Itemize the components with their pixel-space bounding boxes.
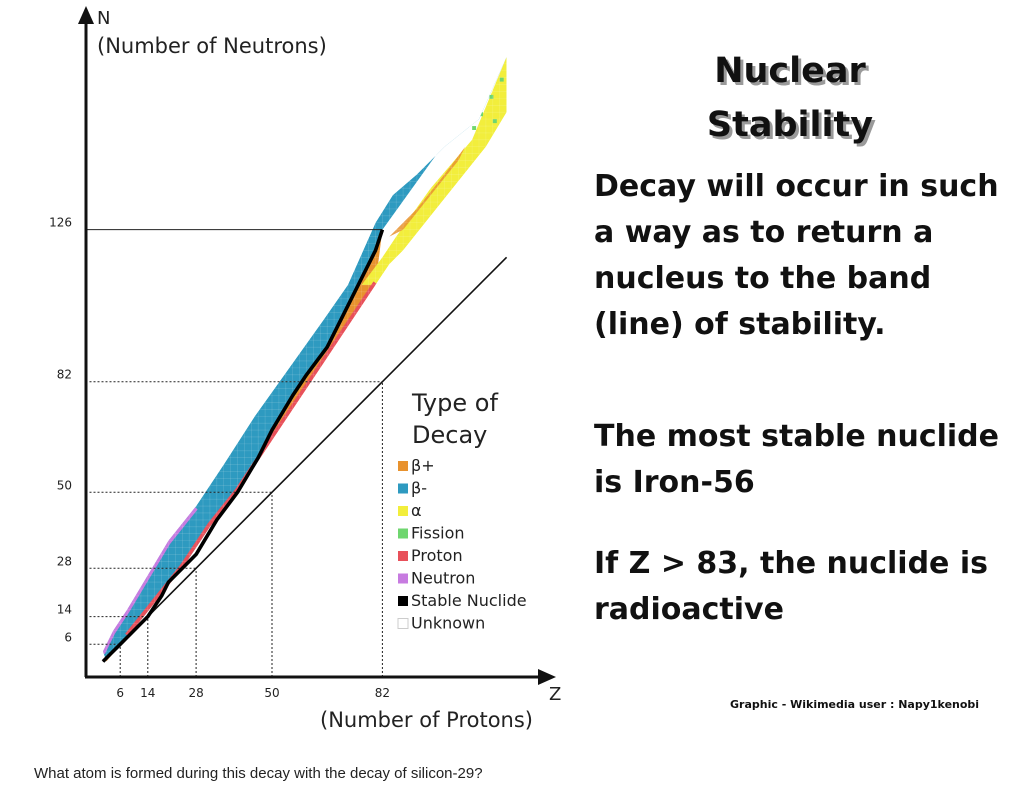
x-tick-labels: 6 14 28 50 82 bbox=[116, 686, 390, 700]
fission-cell bbox=[499, 77, 504, 82]
y-tick-82: 82 bbox=[57, 368, 72, 382]
y-tick-28: 28 bbox=[57, 554, 72, 568]
x-tick-82: 82 bbox=[375, 686, 390, 700]
x-tick-14: 14 bbox=[140, 686, 155, 700]
x-axis-title: (Number of Protons) bbox=[320, 708, 533, 732]
fission-cell bbox=[472, 126, 477, 130]
legend-label: α bbox=[411, 501, 422, 520]
magic-number-lines bbox=[85, 229, 383, 677]
slide-title-line2: Stability bbox=[706, 105, 874, 145]
y-axis-letter: N bbox=[97, 8, 110, 29]
n-equals-z-line bbox=[102, 256, 508, 663]
legend-swatch bbox=[398, 596, 408, 606]
radioactive-text: If Z > 83, the nuclide is radioactive bbox=[594, 546, 988, 627]
y-tick-6: 6 bbox=[64, 630, 72, 644]
x-axis-arrow bbox=[538, 669, 556, 685]
stability-band-text: Decay will occur in such a way as to ret… bbox=[594, 169, 999, 342]
y-axis-title: (Number of Neutrons) bbox=[97, 34, 327, 58]
question-text: What atom is formed during this decay wi… bbox=[34, 765, 483, 782]
x-tick-50: 50 bbox=[264, 686, 279, 700]
legend-swatch bbox=[398, 551, 408, 561]
y-tick-labels: 6 14 28 50 82 126 bbox=[49, 216, 72, 645]
legend-swatch bbox=[398, 506, 408, 516]
legend-swatch bbox=[398, 573, 408, 584]
legend-label: Fission bbox=[411, 524, 465, 543]
image-credit: Graphic - Wikimedia user : Napy1kenobi bbox=[730, 698, 980, 711]
legend-label: Neutron bbox=[411, 569, 475, 588]
legend-label: Stable Nuclide bbox=[411, 591, 527, 610]
slide-title-line1: Nuclear bbox=[714, 51, 866, 91]
x-tick-28: 28 bbox=[188, 686, 203, 700]
legend: Type of Decay β+ β-α Fission Proton Neutron S… bbox=[397, 389, 527, 633]
legend-label: β- bbox=[411, 479, 427, 498]
x-axis-letter: Z bbox=[549, 684, 561, 705]
most-stable-text: The most stable nuclide is Iron-56 bbox=[594, 419, 999, 500]
y-tick-126: 126 bbox=[49, 216, 72, 230]
legend-label: β+ bbox=[411, 456, 435, 475]
x-tick-6: 6 bbox=[116, 686, 124, 700]
legend-title-line1: Type of bbox=[411, 389, 498, 417]
legend-title-line2: Decay bbox=[412, 421, 487, 449]
legend-swatch bbox=[398, 483, 408, 494]
fission-cell bbox=[492, 119, 497, 124]
legend-swatch bbox=[398, 528, 408, 539]
beta-minus-region bbox=[103, 56, 507, 662]
y-axis-arrow bbox=[78, 6, 94, 24]
fission-cell bbox=[489, 94, 494, 99]
slide-title: Nuclear Stability bbox=[640, 44, 940, 152]
legend-label: Unknown bbox=[411, 614, 485, 633]
y-tick-50: 50 bbox=[57, 478, 72, 492]
legend-swatch bbox=[398, 461, 408, 471]
nuclide-chart: N (Number of Neutrons) Z (Number of Prot… bbox=[49, 6, 561, 732]
neutron-edge bbox=[103, 506, 198, 655]
legend-label: Proton bbox=[411, 546, 463, 565]
fission-cell bbox=[479, 112, 483, 117]
y-tick-14: 14 bbox=[57, 603, 72, 617]
legend-swatch bbox=[397, 618, 409, 629]
stable-nuclide-line bbox=[101, 229, 385, 663]
